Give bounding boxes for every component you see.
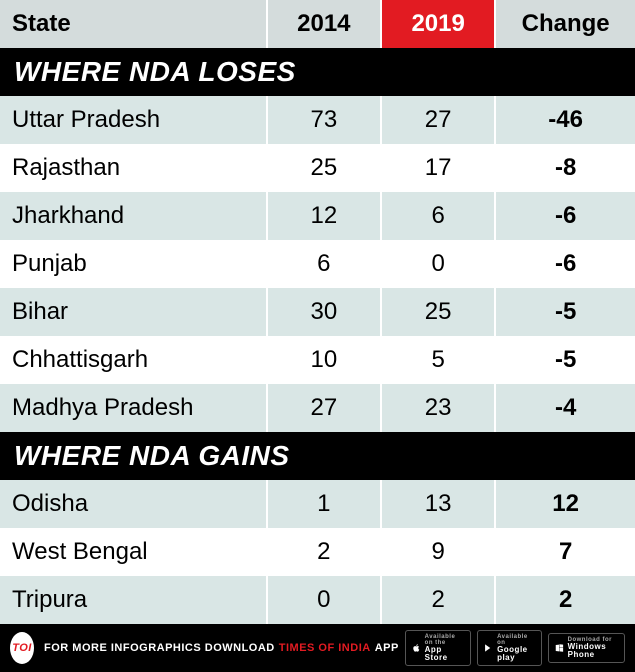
cell-state: Uttar Pradesh <box>0 96 267 144</box>
cell-change: 2 <box>495 576 635 624</box>
footer-brand: TIMES OF INDIA <box>279 642 371 654</box>
cell-change: -6 <box>495 240 635 288</box>
cell-y2019: 6 <box>381 192 495 240</box>
cell-state: Jharkhand <box>0 192 267 240</box>
googleplay-line2: Google play <box>497 646 535 662</box>
apple-icon <box>412 642 421 654</box>
table-row: Madhya Pradesh2723-4 <box>0 384 635 432</box>
cell-y2019: 0 <box>381 240 495 288</box>
infographic-table-container: State 2014 2019 Change WHERE NDA LOSESUt… <box>0 0 635 672</box>
table-row: West Bengal297 <box>0 528 635 576</box>
appstore-line2: App Store <box>425 646 465 662</box>
cell-change: -46 <box>495 96 635 144</box>
cell-y2014: 27 <box>267 384 381 432</box>
section-title: WHERE NDA LOSES <box>0 48 635 96</box>
cell-change: 12 <box>495 480 635 528</box>
googleplay-badge[interactable]: Available onGoogle play <box>477 630 542 666</box>
table-row: Uttar Pradesh7327-46 <box>0 96 635 144</box>
windows-badge[interactable]: Download forWindows Phone <box>548 633 625 663</box>
cell-state: Punjab <box>0 240 267 288</box>
cell-y2019: 13 <box>381 480 495 528</box>
cell-y2019: 23 <box>381 384 495 432</box>
windows-line2: Windows Phone <box>568 643 618 659</box>
table-row: Tripura022 <box>0 576 635 624</box>
play-icon <box>484 642 493 654</box>
table-row: Punjab60-6 <box>0 240 635 288</box>
cell-change: -4 <box>495 384 635 432</box>
table-row: Chhattisgarh105-5 <box>0 336 635 384</box>
cell-change: -5 <box>495 288 635 336</box>
cell-y2014: 25 <box>267 144 381 192</box>
cell-state: West Bengal <box>0 528 267 576</box>
cell-y2019: 2 <box>381 576 495 624</box>
cell-y2014: 0 <box>267 576 381 624</box>
cell-y2019: 9 <box>381 528 495 576</box>
cell-state: Madhya Pradesh <box>0 384 267 432</box>
cell-y2019: 17 <box>381 144 495 192</box>
windows-icon <box>555 642 564 654</box>
cell-y2014: 12 <box>267 192 381 240</box>
cell-state: Bihar <box>0 288 267 336</box>
col-header-change: Change <box>495 0 635 48</box>
cell-y2014: 10 <box>267 336 381 384</box>
table-row: Jharkhand126-6 <box>0 192 635 240</box>
footer-bar: TOI FOR MORE INFOGRAPHICS DOWNLOAD TIMES… <box>0 624 635 672</box>
cell-y2019: 27 <box>381 96 495 144</box>
cell-state: Tripura <box>0 576 267 624</box>
cell-y2014: 73 <box>267 96 381 144</box>
nda-seats-table: State 2014 2019 Change WHERE NDA LOSESUt… <box>0 0 635 624</box>
cell-y2019: 25 <box>381 288 495 336</box>
table-body: WHERE NDA LOSESUttar Pradesh7327-46Rajas… <box>0 48 635 624</box>
cell-y2014: 1 <box>267 480 381 528</box>
cell-y2014: 6 <box>267 240 381 288</box>
cell-change: 7 <box>495 528 635 576</box>
cell-change: -6 <box>495 192 635 240</box>
table-row: Bihar3025-5 <box>0 288 635 336</box>
cell-change: -5 <box>495 336 635 384</box>
section-header-row: WHERE NDA LOSES <box>0 48 635 96</box>
table-row: Rajasthan2517-8 <box>0 144 635 192</box>
col-header-2014: 2014 <box>267 0 381 48</box>
section-title: WHERE NDA GAINS <box>0 432 635 480</box>
table-row: Odisha11312 <box>0 480 635 528</box>
cell-state: Odisha <box>0 480 267 528</box>
footer-prefix: FOR MORE INFOGRAPHICS DOWNLOAD <box>44 642 275 654</box>
cell-state: Chhattisgarh <box>0 336 267 384</box>
toi-logo: TOI <box>10 632 34 664</box>
cell-state: Rajasthan <box>0 144 267 192</box>
table-header-row: State 2014 2019 Change <box>0 0 635 48</box>
section-header-row: WHERE NDA GAINS <box>0 432 635 480</box>
footer-suffix: APP <box>375 642 399 654</box>
cell-change: -8 <box>495 144 635 192</box>
cell-y2014: 2 <box>267 528 381 576</box>
cell-y2019: 5 <box>381 336 495 384</box>
appstore-badge[interactable]: Available on theApp Store <box>405 630 471 666</box>
col-header-2019: 2019 <box>381 0 495 48</box>
col-header-state: State <box>0 0 267 48</box>
cell-y2014: 30 <box>267 288 381 336</box>
